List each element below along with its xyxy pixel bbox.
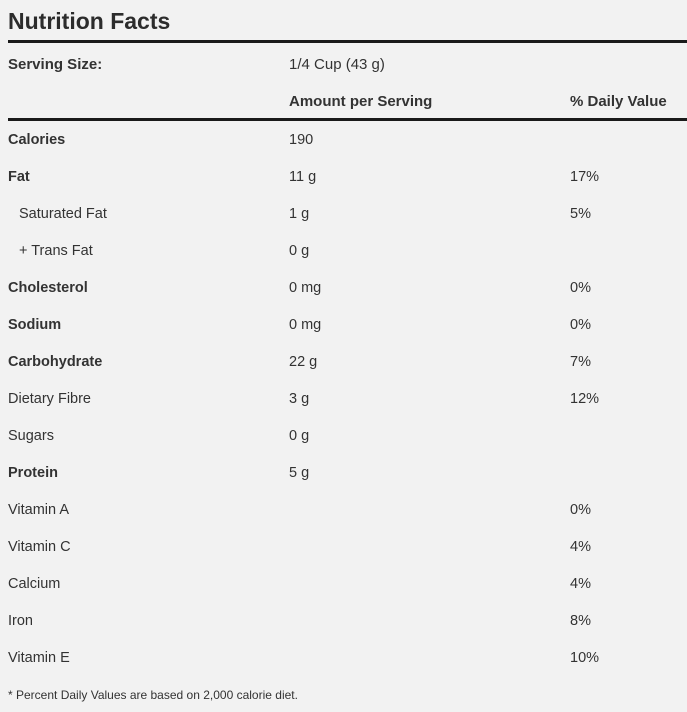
nutrient-daily-value: 4%: [570, 539, 591, 555]
nutrient-name: Protein: [8, 465, 58, 481]
table-row: Vitamin C 4%: [8, 529, 687, 566]
column-header-row: Amount per Serving % Daily Value: [8, 83, 687, 121]
serving-size-value: 1/4 Cup (43 g): [289, 56, 385, 73]
nutrient-name: Iron: [8, 613, 33, 629]
nutrient-amount: [289, 566, 570, 603]
nutrition-facts-panel: Nutrition Facts Serving Size: 1/4 Cup (4…: [8, 0, 687, 702]
table-row: + Trans Fat 0 g: [8, 233, 687, 270]
page-title: Nutrition Facts: [8, 8, 171, 34]
nutrient-amount: 22 g: [289, 354, 318, 370]
nutrient-amount: 3 g: [289, 391, 310, 407]
table-row: Sugars 0 g: [8, 418, 687, 455]
nutrient-amount: 0 mg: [289, 280, 322, 296]
nutrient-name: Sodium: [8, 317, 62, 333]
nutrient-name: Vitamin E: [8, 650, 70, 666]
nutrient-daily-value: 7%: [570, 354, 591, 370]
nutrient-name: Calcium: [8, 576, 61, 592]
nutrient-daily-value: 0%: [570, 317, 591, 333]
table-row: Calories 190: [8, 122, 687, 159]
table-row: Cholesterol 0 mg 0%: [8, 270, 687, 307]
table-row: Calcium 4%: [8, 566, 687, 603]
nutrient-daily-value: [570, 455, 687, 492]
table-row: Sodium 0 mg 0%: [8, 307, 687, 344]
table-row: Vitamin A 0%: [8, 492, 687, 529]
nutrient-daily-value: 8%: [570, 613, 591, 629]
header-daily-value: % Daily Value: [570, 93, 667, 110]
nutrient-name: + Trans Fat: [19, 243, 93, 259]
nutrient-amount: [289, 529, 570, 566]
daily-value-footnote: * Percent Daily Values are based on 2,00…: [8, 688, 298, 702]
nutrient-amount: [289, 492, 570, 529]
nutrient-amount: [289, 603, 570, 640]
nutrient-table: Calories 190 Fat 11 g 17% Saturated Fat …: [8, 121, 687, 677]
nutrient-amount: 0 mg: [289, 317, 322, 333]
header-spacer: [8, 83, 289, 118]
nutrient-amount: 190: [289, 132, 314, 148]
nutrient-name: Fat: [8, 169, 30, 185]
nutrient-name: Vitamin A: [8, 502, 69, 518]
table-row: Iron 8%: [8, 603, 687, 640]
nutrient-amount: 0 g: [289, 243, 310, 259]
title-divider: [8, 40, 687, 43]
nutrient-name: Carbohydrate: [8, 354, 103, 370]
nutrient-amount: 1 g: [289, 206, 310, 222]
nutrient-amount: 0 g: [289, 428, 310, 444]
table-row: Vitamin E 10%: [8, 640, 687, 677]
nutrient-name: Vitamin C: [8, 539, 71, 555]
serving-size-label: Serving Size:: [8, 56, 103, 73]
nutrient-daily-value: 5%: [570, 206, 591, 222]
nutrient-amount: 5 g: [289, 465, 310, 481]
table-row: Protein 5 g: [8, 455, 687, 492]
nutrient-amount: 11 g: [289, 169, 317, 185]
header-amount-per-serving: Amount per Serving: [289, 93, 433, 110]
table-row: Fat 11 g 17%: [8, 159, 687, 196]
nutrient-name: Sugars: [8, 428, 54, 444]
nutrient-name: Saturated Fat: [19, 206, 107, 222]
nutrient-daily-value: 0%: [570, 502, 591, 518]
nutrient-name: Calories: [8, 132, 66, 148]
nutrient-daily-value: 0%: [570, 280, 591, 296]
table-row: Dietary Fibre 3 g 12%: [8, 381, 687, 418]
nutrient-name: Dietary Fibre: [8, 391, 91, 407]
nutrient-daily-value: 10%: [570, 650, 600, 666]
serving-size-row: Serving Size: 1/4 Cup (43 g): [8, 43, 687, 83]
table-row: Carbohydrate 22 g 7%: [8, 344, 687, 381]
nutrient-daily-value: 12%: [570, 391, 600, 407]
nutrient-daily-value: 4%: [570, 576, 591, 592]
table-row: Saturated Fat 1 g 5%: [8, 196, 687, 233]
nutrient-daily-value: [570, 122, 687, 159]
nutrient-daily-value: 17%: [570, 169, 600, 185]
nutrient-daily-value: [570, 233, 687, 270]
nutrient-amount: [289, 640, 570, 677]
nutrient-daily-value: [570, 418, 687, 455]
serving-size-spacer: [570, 43, 687, 83]
nutrient-name: Cholesterol: [8, 280, 88, 296]
